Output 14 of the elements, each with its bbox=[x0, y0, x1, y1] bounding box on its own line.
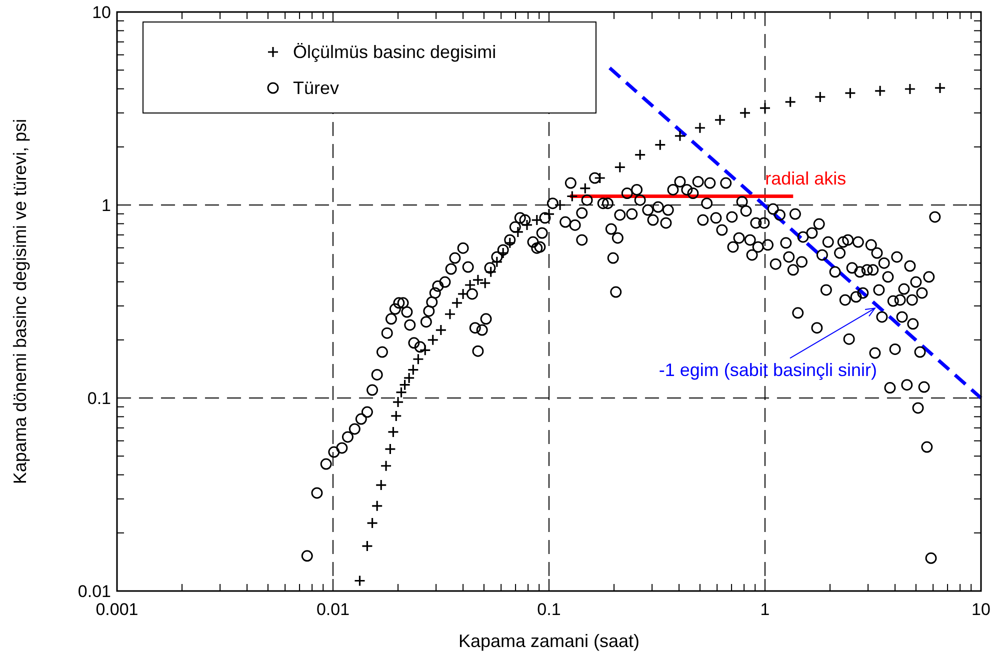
x-tick-label: 0.01 bbox=[316, 600, 350, 619]
legend-label: Türev bbox=[293, 78, 340, 98]
legend-label: Ölçülmüs basinc degisimi bbox=[293, 42, 496, 62]
y-tick-label: 0.01 bbox=[78, 582, 111, 601]
y-tick-label: 10 bbox=[92, 3, 111, 22]
x-axis-title: Kapama zamani (saat) bbox=[458, 631, 640, 651]
x-tick-label: 1 bbox=[760, 600, 770, 619]
series-label: radial akis bbox=[765, 168, 846, 188]
y-tick-label: 0.1 bbox=[87, 389, 111, 408]
x-tick-label: 0.1 bbox=[537, 600, 561, 619]
x-tick-label: 0.001 bbox=[96, 600, 138, 619]
y-tick-label: 1 bbox=[102, 196, 111, 215]
y-axis-title: Kapama dönemi basinc degisimi ve türevi, psi bbox=[10, 118, 30, 484]
x-tick-label: 10 bbox=[972, 600, 990, 619]
